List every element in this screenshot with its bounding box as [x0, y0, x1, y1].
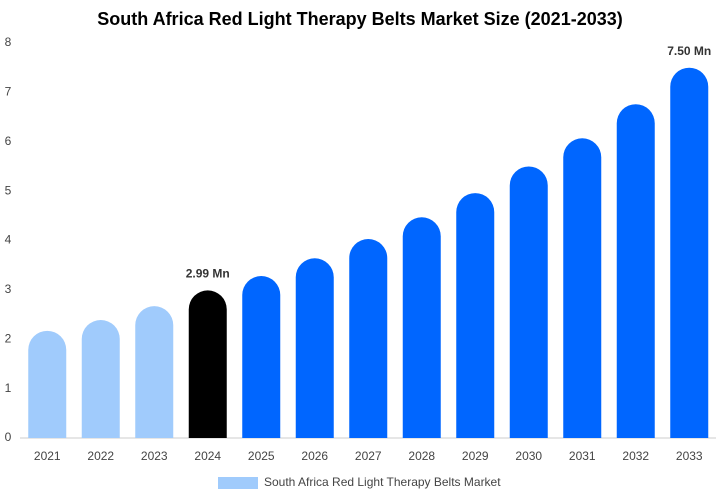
y-tick-label: 4: [5, 233, 12, 247]
bar: [295, 258, 334, 438]
x-tick-label: 2032: [622, 449, 649, 463]
bar: [28, 330, 67, 438]
bar: [616, 104, 655, 438]
y-tick-label: 8: [5, 35, 12, 49]
x-tick-label: 2027: [355, 449, 382, 463]
bar: [670, 67, 709, 438]
bar: [509, 166, 548, 438]
bar: [242, 276, 281, 438]
y-tick-label: 3: [5, 282, 12, 296]
x-tick-label: 2030: [515, 449, 542, 463]
x-tick-label: 2033: [676, 449, 703, 463]
bar: [456, 193, 495, 438]
x-tick-label: 2022: [87, 449, 114, 463]
legend-label: South Africa Red Light Therapy Belts Mar…: [264, 475, 501, 489]
bar: [349, 239, 388, 438]
chart-title: South Africa Red Light Therapy Belts Mar…: [97, 9, 622, 29]
y-tick-label: 6: [5, 134, 12, 148]
bar: [563, 138, 602, 438]
bar: [135, 306, 174, 438]
y-tick-label: 0: [5, 430, 12, 444]
y-tick-label: 2: [5, 331, 12, 345]
bar: [188, 290, 227, 438]
x-tick-label: 2026: [301, 449, 328, 463]
value-label: 7.50 Mn: [667, 44, 711, 58]
x-tick-label: 2024: [194, 449, 221, 463]
x-tick-label: 2028: [408, 449, 435, 463]
x-tick-label: 2021: [34, 449, 61, 463]
x-tick-label: 2025: [248, 449, 275, 463]
y-tick-label: 7: [5, 85, 12, 99]
y-tick-label: 1: [5, 381, 12, 395]
x-tick-label: 2029: [462, 449, 489, 463]
x-tick-label: 2031: [569, 449, 596, 463]
bar: [402, 217, 441, 438]
value-label: 2.99 Mn: [186, 267, 230, 281]
legend-swatch: [218, 477, 258, 489]
y-tick-label: 5: [5, 183, 12, 197]
x-tick-label: 2023: [141, 449, 168, 463]
bar: [81, 319, 120, 438]
